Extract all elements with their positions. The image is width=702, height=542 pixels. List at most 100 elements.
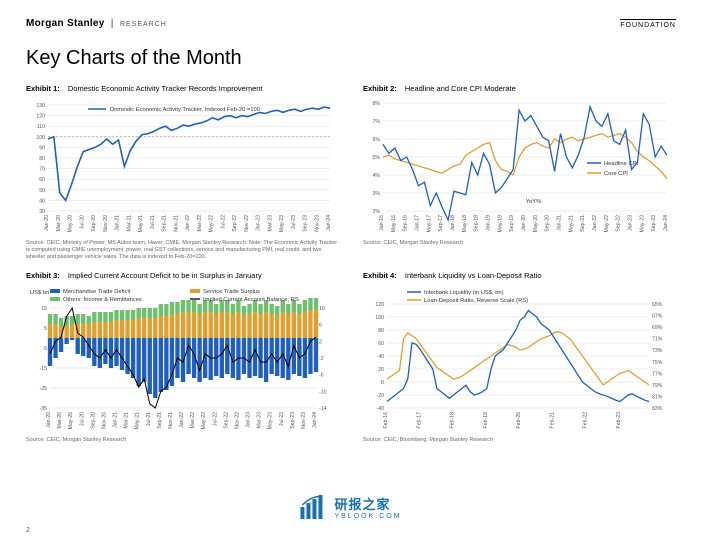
- svg-text:60: 60: [39, 177, 45, 183]
- svg-text:May-20: May-20: [68, 412, 74, 429]
- svg-text:20: 20: [378, 367, 384, 373]
- svg-text:Sep-23: Sep-23: [303, 215, 309, 232]
- svg-text:Jan-20: Jan-20: [44, 215, 50, 231]
- svg-text:Sep-16: Sep-16: [403, 215, 409, 232]
- svg-text:Sep-22: Sep-22: [232, 215, 238, 232]
- svg-text:Jan-22: Jan-22: [185, 215, 191, 231]
- svg-text:May-22: May-22: [604, 215, 610, 232]
- exhibit-4-source: Source: CEIC, Bloomberg, Morgan Stanley …: [363, 437, 676, 444]
- exhibit-3-title: Implied Current Account Deficit to be in…: [68, 271, 262, 280]
- svg-text:Feb-18: Feb-18: [450, 412, 456, 429]
- svg-text:Jul-23: Jul-23: [291, 215, 297, 229]
- svg-text:-10: -10: [319, 390, 327, 396]
- svg-text:May-17: May-17: [426, 215, 432, 232]
- svg-text:Merchandise Trade Deficit: Merchandise Trade Deficit: [63, 289, 131, 295]
- svg-text:YoY%: YoY%: [526, 199, 542, 205]
- svg-text:15: 15: [41, 306, 47, 312]
- svg-text:Mar-21: Mar-21: [126, 215, 132, 232]
- svg-text:8%: 8%: [373, 101, 381, 107]
- svg-text:Nov-22: Nov-22: [234, 412, 240, 429]
- page-title: Key Charts of the Month: [26, 47, 676, 70]
- svg-text:Mar-22: Mar-22: [190, 412, 196, 429]
- svg-text:Jul-23: Jul-23: [279, 412, 285, 426]
- svg-text:Feb-16: Feb-16: [383, 412, 389, 429]
- chart-1: 30405060708090100110120130Jan-20Mar-20Ma…: [26, 97, 336, 237]
- exhibit-1-num: Exhibit 1:: [26, 84, 60, 93]
- svg-text:Sep-18: Sep-18: [474, 215, 480, 232]
- svg-text:Mar-23: Mar-23: [267, 215, 273, 232]
- svg-text:50: 50: [39, 188, 45, 194]
- svg-text:-35: -35: [40, 406, 48, 412]
- svg-text:6%: 6%: [373, 137, 381, 143]
- svg-text:71%: 71%: [652, 337, 663, 343]
- exhibit-2-source: Source: CEIC, Morgan Stanley Research: [363, 240, 676, 247]
- exhibit-1-head: Exhibit 1: Domestic Economic Activity Tr…: [26, 84, 339, 93]
- svg-text:3%: 3%: [373, 191, 381, 197]
- svg-text:May-23: May-23: [639, 215, 645, 232]
- svg-text:May-16: May-16: [391, 215, 397, 232]
- svg-text:Sep-21: Sep-21: [580, 215, 586, 232]
- svg-text:Nov-23: Nov-23: [314, 215, 320, 232]
- foundation-label: FOUNDATION: [620, 19, 676, 29]
- svg-text:Jan-20: Jan-20: [521, 215, 527, 231]
- svg-text:Headline CPI: Headline CPI: [604, 161, 639, 167]
- svg-text:May-21: May-21: [138, 215, 144, 232]
- svg-text:Implied Current Account Balanc: Implied Current Account Balance, RS: [203, 297, 299, 303]
- svg-text:May-20: May-20: [68, 215, 74, 232]
- brand-name: Morgan Stanley: [26, 18, 105, 29]
- svg-text:Jan-18: Jan-18: [450, 215, 456, 231]
- svg-text:Sep-20: Sep-20: [90, 412, 96, 429]
- svg-text:77%: 77%: [652, 372, 663, 378]
- svg-text:May-23: May-23: [279, 215, 285, 232]
- svg-text:6: 6: [319, 323, 322, 329]
- watermark-sub: YBLOOK.COM: [334, 513, 401, 520]
- svg-text:Feb-17: Feb-17: [416, 412, 422, 429]
- exhibit-1-source: Source: CEIC, Ministry of Power, MS Auto…: [26, 240, 339, 261]
- svg-text:-20: -20: [377, 393, 385, 399]
- svg-text:Jan-22: Jan-22: [592, 215, 598, 231]
- svg-text:130: 130: [36, 103, 45, 109]
- svg-text:Nov-23: Nov-23: [301, 412, 307, 429]
- svg-text:Sep-22: Sep-22: [616, 215, 622, 232]
- svg-text:83%: 83%: [652, 406, 663, 412]
- svg-text:Mar-21: Mar-21: [124, 412, 130, 429]
- svg-text:-5: -5: [42, 346, 47, 352]
- svg-text:Mar-23: Mar-23: [257, 412, 263, 429]
- svg-text:73%: 73%: [652, 349, 663, 355]
- svg-text:Feb-21: Feb-21: [549, 412, 555, 429]
- watermark-icon: [300, 495, 328, 519]
- svg-text:Jan-23: Jan-23: [246, 412, 252, 428]
- svg-text:Jan-24: Jan-24: [663, 215, 669, 231]
- svg-text:-25: -25: [40, 386, 48, 392]
- svg-text:Jan-21: Jan-21: [115, 215, 121, 231]
- chart-2: 2%3%4%5%6%7%8%Jan-16May-16Sep-16Jan-17Ma…: [363, 97, 673, 237]
- exhibit-3-head: Exhibit 3: Implied Current Account Defic…: [26, 271, 339, 280]
- svg-text:Jul-22: Jul-22: [212, 412, 218, 426]
- svg-text:Nov-21: Nov-21: [168, 412, 174, 429]
- brand-block: Morgan Stanley | RESEARCH: [26, 18, 167, 29]
- svg-text:Sep-22: Sep-22: [223, 412, 229, 429]
- svg-text:80: 80: [39, 156, 45, 162]
- svg-text:Jan-17: Jan-17: [415, 215, 421, 231]
- exhibit-3: Exhibit 3: Implied Current Account Defic…: [26, 271, 339, 444]
- svg-text:-15: -15: [40, 366, 48, 372]
- svg-text:Mar-20: Mar-20: [57, 412, 63, 429]
- watermark-main: 研报之家: [334, 494, 401, 513]
- svg-text:Sep-20: Sep-20: [91, 215, 97, 232]
- svg-text:Nov-20: Nov-20: [103, 215, 109, 232]
- svg-text:4%: 4%: [373, 173, 381, 179]
- exhibit-4-num: Exhibit 4:: [363, 271, 397, 280]
- svg-text:May-22: May-22: [201, 412, 207, 429]
- svg-text:2: 2: [319, 340, 322, 346]
- exhibit-2-head: Exhibit 2: Headline and Core CPI Moderat…: [363, 84, 676, 93]
- svg-text:120: 120: [36, 114, 45, 120]
- svg-text:-40: -40: [377, 406, 385, 412]
- exhibit-2-num: Exhibit 2:: [363, 84, 397, 93]
- svg-text:Sep-20: Sep-20: [545, 215, 551, 232]
- svg-text:May-23: May-23: [268, 412, 274, 429]
- svg-text:Interbank Liquidity (in US$, b: Interbank Liquidity (in US$, bn): [424, 290, 504, 296]
- svg-text:40: 40: [39, 198, 45, 204]
- svg-text:60: 60: [378, 341, 384, 347]
- svg-text:80: 80: [378, 328, 384, 334]
- svg-text:US$ bn: US$ bn: [30, 290, 49, 296]
